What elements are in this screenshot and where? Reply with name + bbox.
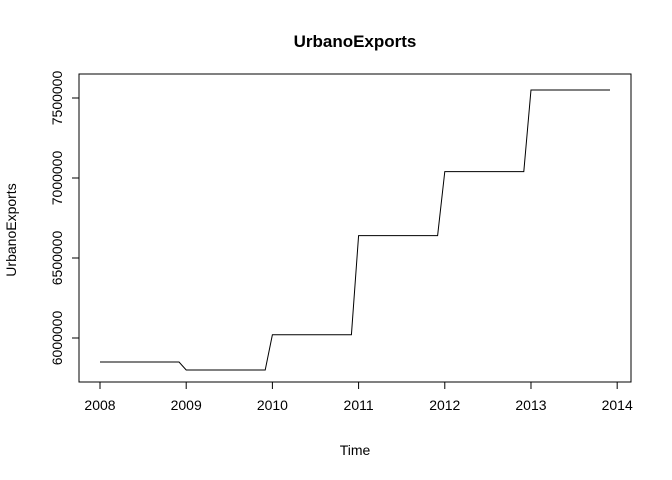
series-line [100,89,610,371]
y-tick-label: 6000000 [49,311,65,366]
plot-frame [78,73,632,383]
x-axis-label: Time [340,442,371,458]
x-tick-label: 2012 [429,397,460,413]
x-tick-label: 2008 [84,397,115,413]
y-axis: 6000000 6500000 7000000 7500000 [49,71,80,366]
series-layer [100,89,610,371]
x-axis: 2008 2009 2010 2011 2012 2013 2014 [84,381,633,413]
chart-title: UrbanoExports [294,32,417,51]
y-tick-label: 7500000 [49,71,65,126]
y-tick-label: 6500000 [49,231,65,286]
x-tick-label: 2013 [515,397,546,413]
x-tick-label: 2009 [171,397,202,413]
x-tick-label: 2014 [602,397,633,413]
y-axis-label: UrbanoExports [3,183,19,276]
x-tick-label: 2010 [257,397,288,413]
x-tick-label: 2011 [344,397,374,413]
y-tick-label: 7000000 [49,151,65,206]
